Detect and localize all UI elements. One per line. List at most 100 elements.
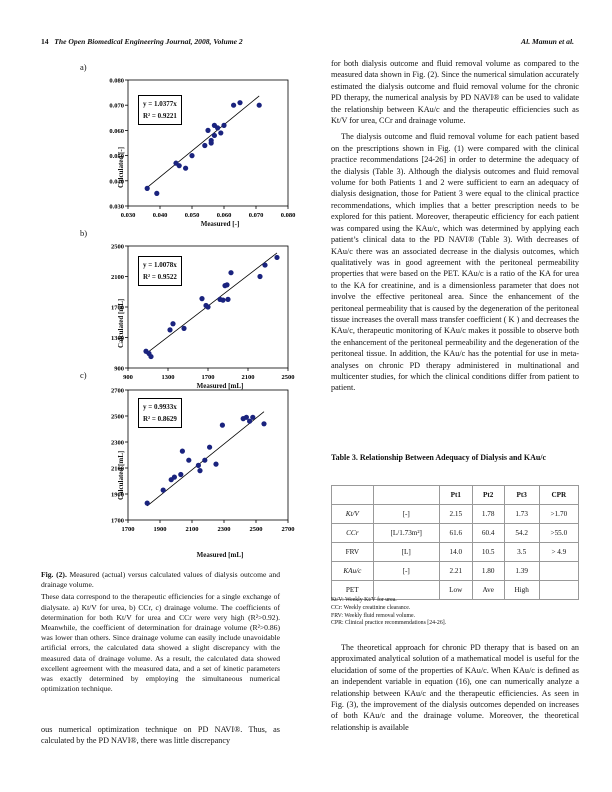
data-point bbox=[231, 102, 237, 108]
data-point bbox=[225, 296, 231, 302]
table-cell: 1.39 bbox=[503, 561, 540, 581]
panel-c-equation-box: y = 0.9933x R² = 0.8629 bbox=[138, 398, 182, 428]
y-tick-label: 1700 bbox=[111, 305, 124, 312]
table-cell: 14.0 bbox=[438, 542, 473, 562]
table-header-cell bbox=[331, 485, 374, 505]
table-note: FRV: Weekly fluid removal volume. bbox=[331, 612, 416, 619]
data-point bbox=[250, 414, 256, 420]
table-header-row: Pt1 Pt2 Pt3 CPR bbox=[331, 485, 580, 505]
data-point bbox=[237, 100, 243, 106]
data-point bbox=[195, 462, 201, 468]
body-paragraph-1: for both dialysis outcome and fluid remo… bbox=[331, 59, 579, 126]
y-tick-label: 2100 bbox=[111, 466, 124, 473]
data-point bbox=[243, 414, 249, 420]
table-cell: Low bbox=[438, 580, 473, 600]
body-paragraph-left: ous numerical optimization technique on … bbox=[41, 725, 280, 746]
table-row: FRV [L] 14.0 10.5 3.5 > 4.9 bbox=[331, 542, 580, 562]
data-point bbox=[148, 353, 154, 360]
table-header-cell: Pt2 bbox=[471, 485, 505, 505]
panel-b-xlabel: Measured [mL] bbox=[196, 382, 244, 390]
table-cell: 3.5 bbox=[503, 542, 540, 562]
data-point bbox=[202, 142, 208, 149]
table-header-cell: Pt1 bbox=[438, 485, 473, 505]
table-cell: Kt/V bbox=[331, 504, 374, 524]
x-tick-label: 1700 bbox=[202, 374, 215, 381]
body-paragraph-2: The dialysis outcome and fluid removal v… bbox=[331, 132, 579, 393]
data-point bbox=[205, 304, 211, 310]
table-cell: >1.70 bbox=[538, 504, 580, 524]
table-header-cell bbox=[372, 485, 440, 505]
x-tick-label: 0.070 bbox=[249, 212, 264, 219]
panel-b-equation-box: y = 1.0078x R² = 0.9522 bbox=[138, 256, 182, 286]
table-header-cell: CPR bbox=[538, 485, 580, 505]
table-cell: Ave bbox=[471, 580, 505, 600]
data-point bbox=[220, 297, 226, 303]
panel-a-label: a) bbox=[80, 62, 87, 72]
x-tick-label: 2500 bbox=[282, 374, 295, 381]
x-tick-label: 1300 bbox=[162, 374, 175, 381]
table-cell: 61.6 bbox=[438, 523, 473, 543]
table-cell bbox=[372, 580, 440, 600]
data-point bbox=[224, 282, 230, 288]
data-point bbox=[261, 421, 267, 427]
y-tick-label: 0.050 bbox=[109, 153, 124, 160]
y-tick-label: 0.060 bbox=[109, 128, 124, 135]
data-point bbox=[207, 444, 213, 450]
body-paragraph-3-text: The theoretical approach for chronic PD … bbox=[331, 643, 579, 732]
table-cell: 54.2 bbox=[503, 523, 540, 543]
table-cell: [L/1.73m²] bbox=[372, 523, 440, 543]
y-tick-label: 0.030 bbox=[109, 204, 124, 211]
trend-line bbox=[145, 252, 278, 354]
table-cell: [-] bbox=[372, 561, 440, 581]
panel-c-ylabel: Calculated [mL] bbox=[117, 450, 125, 500]
data-point bbox=[205, 127, 211, 133]
data-point bbox=[218, 130, 224, 136]
x-tick-label: 1700 bbox=[122, 526, 135, 533]
table-note: Kt/V: Weekly Kt/V for urea. bbox=[331, 597, 397, 603]
x-tick-label: 2500 bbox=[250, 526, 263, 533]
y-tick-label: 900 bbox=[114, 366, 124, 373]
plot-frame bbox=[127, 389, 289, 521]
table-note: CPR: Clinical practice recommendations [… bbox=[331, 620, 447, 627]
table-cell: 10.5 bbox=[471, 542, 505, 562]
y-tick-label: 2700 bbox=[111, 388, 124, 395]
table-cell bbox=[538, 561, 580, 581]
panel-c-xlabel: Measured [mL] bbox=[196, 551, 244, 559]
table-row: CCr [L/1.73m²] 61.6 60.4 54.2 >55.0 bbox=[331, 523, 580, 543]
figure-caption-title: Fig. (2). bbox=[41, 570, 67, 579]
y-tick-label: 2100 bbox=[111, 274, 124, 281]
table-cell: > 4.9 bbox=[538, 542, 580, 562]
table-cell: CCr bbox=[331, 523, 374, 543]
y-tick-label: 1300 bbox=[111, 335, 124, 342]
data-point bbox=[219, 422, 225, 428]
table-cell: [-] bbox=[372, 504, 440, 524]
data-point bbox=[228, 270, 234, 276]
panel-a-xlabel: Measured [-] bbox=[200, 220, 240, 228]
panel-b-r-squared: R² = 0.9522 bbox=[143, 273, 177, 281]
data-point bbox=[167, 327, 173, 333]
y-tick-label: 2500 bbox=[111, 244, 124, 251]
table-cell: High bbox=[503, 580, 540, 600]
data-point bbox=[274, 254, 280, 261]
data-point bbox=[176, 163, 182, 169]
panel-c-r-squared: R² = 0.8629 bbox=[143, 415, 177, 423]
data-point bbox=[208, 140, 214, 146]
data-point bbox=[171, 474, 177, 480]
panel-b-label: b) bbox=[80, 228, 88, 238]
y-tick-label: 2500 bbox=[111, 414, 124, 421]
panel-b-ylabel: Calculated [mL] bbox=[117, 298, 125, 348]
table-cell bbox=[538, 580, 580, 600]
x-tick-label: 0.030 bbox=[121, 212, 136, 219]
data-point bbox=[256, 102, 262, 108]
table-cell: 1.78 bbox=[471, 504, 505, 524]
panel-c-fit-equation: y = 0.9933x bbox=[143, 403, 177, 411]
x-tick-label: 0.060 bbox=[217, 212, 232, 219]
x-tick-label: 2700 bbox=[282, 526, 295, 533]
table-header-cell: Pt3 bbox=[503, 485, 540, 505]
y-tick-label: 2300 bbox=[111, 440, 124, 447]
x-tick-label: 1900 bbox=[154, 526, 167, 533]
table-cell: 2.15 bbox=[438, 504, 473, 524]
running-header-authors: Al. Mamun et al. bbox=[521, 37, 574, 46]
data-point bbox=[215, 125, 221, 131]
y-tick-label: 1700 bbox=[111, 518, 124, 525]
